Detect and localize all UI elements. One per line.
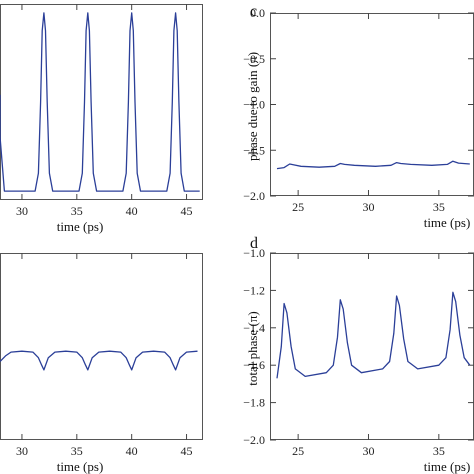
panel-a-xtick-label: 40 xyxy=(126,204,138,218)
panel-c-ytick-label: −1.5 xyxy=(243,143,265,157)
panel-c-series-line xyxy=(276,160,470,170)
panel-d-ytick-label: −1.8 xyxy=(243,396,265,410)
panel-c-ytick-label: 0.0 xyxy=(250,6,265,20)
panel-c-ylabel: phase due to gain (π) xyxy=(245,52,260,161)
panel-b-frame xyxy=(0,253,203,440)
panel-c-letter: c xyxy=(250,3,257,20)
panel-a-xlabel: time (ps) xyxy=(57,219,104,234)
panel-d-letter: d xyxy=(250,235,258,252)
panel-a-xtick-label: 30 xyxy=(16,204,28,218)
panel-b-xtick-label: 30 xyxy=(16,444,28,458)
panel-d-ytick-label: −1.4 xyxy=(243,321,265,335)
panel-d-ylabel: total phase (π) xyxy=(245,311,260,385)
panel-a-xtick-label: 45 xyxy=(181,204,193,218)
panel-c-xtick-label: 25 xyxy=(292,200,304,214)
panel-b-xlabel: time (ps) xyxy=(57,459,104,474)
panel-d-ytick-label: −1.2 xyxy=(243,283,265,297)
panel-d-xlabel: time (ps) xyxy=(424,459,471,474)
panel-b-series-line xyxy=(0,350,198,371)
panel-c-xtick-label: 30 xyxy=(362,200,374,214)
panel-d-ytick-label: −2.0 xyxy=(243,433,265,447)
panel-c-xlabel: time (ps) xyxy=(424,215,471,230)
panel-d-ytick-label: −1.6 xyxy=(243,358,265,372)
panel-d-xtick-label: 25 xyxy=(292,444,304,458)
panel-d-xtick-label: 30 xyxy=(362,444,374,458)
panel-b-xtick-label: 45 xyxy=(181,444,193,458)
panel-a-xtick-label: 35 xyxy=(71,204,83,218)
panel-c-ytick-label: −1.0 xyxy=(243,98,265,112)
panel-d-xtick-label: 35 xyxy=(433,444,445,458)
panel-d-ytick-label: −1.0 xyxy=(243,246,265,260)
panel-c-ytick-label: −2.0 xyxy=(243,189,265,203)
panel-c-xtick-label: 35 xyxy=(433,200,445,214)
panel-d-series-line xyxy=(276,291,471,379)
panel-b-xtick-label: 35 xyxy=(71,444,83,458)
panel-a-series-line xyxy=(0,12,200,192)
panel-c-ytick-label: −0.5 xyxy=(243,52,265,66)
panel-b-xtick-label: 40 xyxy=(126,444,138,458)
